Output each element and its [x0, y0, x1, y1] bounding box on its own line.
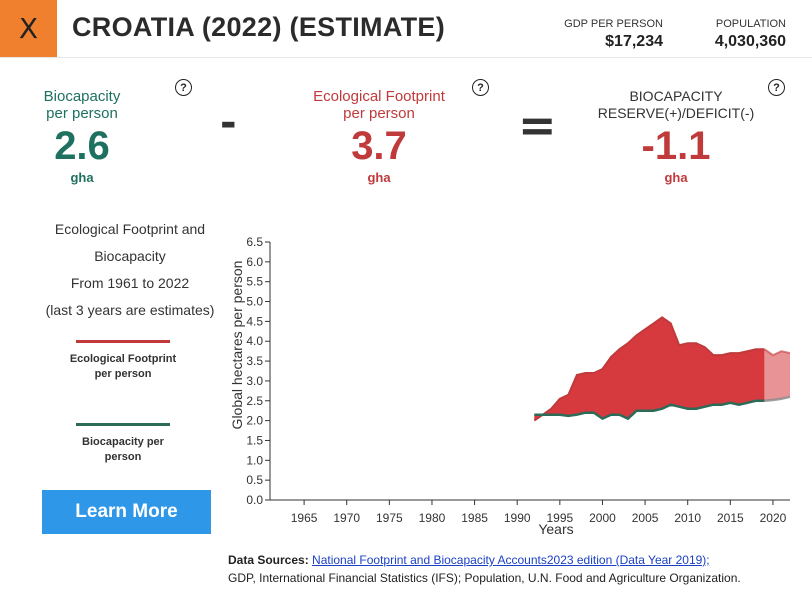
y-tick-label: 3.5: [246, 354, 263, 368]
equals-operator: =: [518, 98, 557, 152]
footprint-unit: gha: [367, 170, 391, 185]
y-tick-label: 4.5: [246, 314, 263, 328]
footprint-label-line2: per person: [343, 105, 415, 122]
x-tick-label: 1985: [461, 511, 488, 525]
legend-footprint-label: Ecological Footprint per person: [69, 353, 177, 380]
footprint-label-line1: Ecological Footprint: [313, 88, 445, 105]
x-tick-label: 2015: [717, 511, 744, 525]
y-tick-label: 1.5: [246, 433, 263, 447]
population-label: POPULATION: [715, 18, 786, 30]
footprint-line: [533, 316, 765, 422]
x-tick-label: 1990: [504, 511, 531, 525]
gdp-value: $17,234: [605, 33, 663, 50]
y-tick-label: 1.0: [246, 453, 263, 467]
biocapacity-label-line1: Biocapacity: [43, 88, 121, 105]
page-title: CROATIA (2022) (ESTIMATE): [72, 12, 446, 42]
footprint-metric: Ecological Footprint per person 3.7 gha: [294, 88, 464, 185]
learn-more-button[interactable]: Learn More: [42, 490, 211, 534]
y-tick-label: 5.5: [246, 275, 263, 289]
reserve-unit: gha: [664, 170, 688, 185]
biocapacity-unit: gha: [70, 170, 94, 185]
legend-footprint-swatch: [76, 340, 170, 343]
legend-biocapacity-label: Biocapacity per person: [82, 436, 164, 463]
gdp-label: GDP PER PERSON: [564, 18, 663, 30]
y-tick-label: 2.0: [246, 414, 263, 428]
deficit-area: [534, 317, 765, 421]
y-tick-label: 6.5: [246, 235, 263, 249]
biocapacity-label-line2: per person: [46, 105, 118, 122]
y-axis-label: Global hectares per person: [229, 261, 245, 430]
y-tick-label: 5.0: [246, 295, 263, 309]
legend-biocapacity-swatch: [76, 423, 170, 426]
x-axis-label: Years: [538, 521, 573, 537]
footprint-line-estimate: [763, 348, 791, 357]
population-value: 4,030,360: [714, 33, 786, 50]
sources-link[interactable]: National Footprint and Biocapacity Accou…: [312, 553, 710, 567]
y-tick-label: 0.0: [246, 493, 263, 507]
reserve-metric: BIOCAPACITY RESERVE(+)/DEFICIT(-) -1.1 g…: [586, 88, 766, 185]
description-line-2: Biocapacity: [94, 248, 166, 264]
reserve-label-line1: BIOCAPACITY: [629, 88, 723, 104]
data-sources: Data Sources: National Footprint and Bio…: [228, 551, 741, 587]
description-line-4: (last 3 years are estimates): [45, 302, 215, 318]
close-button[interactable]: X: [0, 0, 57, 57]
x-tick-label: 2020: [760, 511, 787, 525]
x-tick-label: 2010: [674, 511, 701, 525]
description-line-3: From 1961 to 2022: [70, 275, 190, 291]
minus-operator: -: [220, 100, 237, 146]
biocapacity-value: 2.6: [54, 124, 110, 168]
sources-label: Data Sources:: [228, 553, 309, 567]
chart-description: Ecological Footprint and Biocapacity Fro…: [30, 216, 230, 324]
x-tick-label: 1980: [419, 511, 446, 525]
biocapacity-metric: Biocapacity per person 2.6 gha: [22, 88, 142, 185]
x-tick-label: 1965: [291, 511, 318, 525]
y-tick-label: 0.5: [246, 473, 263, 487]
x-tick-label: 1970: [333, 511, 360, 525]
reserve-help-icon[interactable]: ?: [768, 79, 785, 96]
biocapacity-line: [534, 399, 765, 421]
description-line-1: Ecological Footprint and: [54, 221, 206, 237]
footprint-value: 3.7: [351, 124, 407, 168]
footprint-help-icon[interactable]: ?: [472, 79, 489, 96]
x-tick-label: 1995: [546, 511, 573, 525]
x-tick-label: 2000: [589, 511, 616, 525]
y-tick-label: 2.5: [246, 394, 263, 408]
y-tick-label: 4.0: [246, 334, 263, 348]
y-tick-label: 6.0: [246, 255, 263, 269]
sources-line2: GDP, International Financial Statistics …: [228, 571, 741, 585]
biocapacity-line-estimate: [764, 395, 791, 403]
reserve-label-line2: RESERVE(+)/DEFICIT(-): [597, 105, 755, 121]
deficit-area-estimate: [764, 349, 790, 401]
x-tick-label: 1975: [376, 511, 403, 525]
y-tick-label: 3.0: [246, 374, 263, 388]
biocapacity-help-icon[interactable]: ?: [175, 79, 192, 96]
x-tick-label: 2005: [632, 511, 659, 525]
reserve-value: -1.1: [641, 124, 711, 168]
header-divider: [0, 57, 812, 58]
